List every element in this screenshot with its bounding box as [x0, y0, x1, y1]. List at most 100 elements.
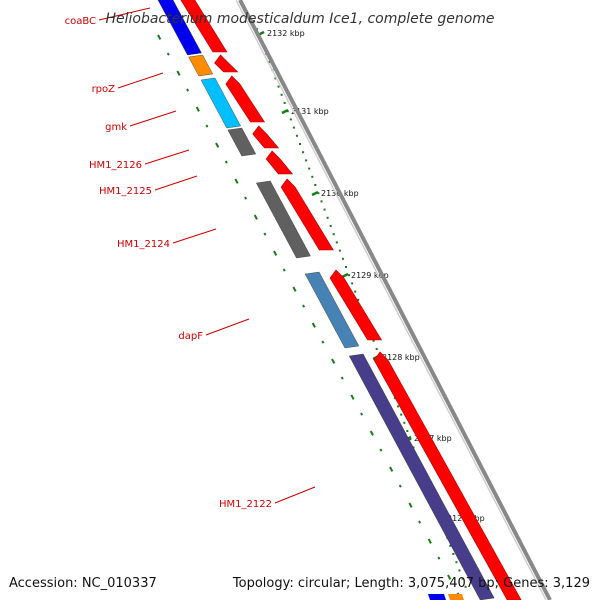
- scale-minor-tick: [348, 274, 351, 277]
- topology-text: Topology: circular; Length: 3,075,407 bp…: [232, 576, 590, 591]
- inner-tick-mark: [215, 142, 220, 148]
- scale-minor-tick: [323, 208, 326, 211]
- inner-tick-mark: [398, 484, 402, 488]
- scale-tick-label: 2127 kbp: [414, 434, 452, 443]
- scale-minor-tick: [338, 249, 341, 252]
- scale-minor-tick: [289, 118, 292, 121]
- cog-block: [200, 77, 242, 129]
- gene-leader-line: [98, 7, 151, 21]
- cog-block: [227, 127, 257, 157]
- scale-major-tick: [311, 190, 319, 197]
- inner-tick-mark: [369, 430, 374, 436]
- accession-text: Accession: NC_010337: [9, 576, 157, 591]
- scale-tick-label: 2132 kbp: [267, 29, 305, 38]
- gene-label: dapF: [178, 331, 203, 342]
- inner-tick-mark: [186, 88, 190, 92]
- backbone-highlight: [235, 0, 547, 600]
- cog-block: [255, 180, 311, 259]
- scale-minor-tick: [335, 241, 338, 244]
- inner-tick-mark: [331, 358, 336, 364]
- inner-tick-mark: [282, 268, 286, 272]
- cog-block: [188, 54, 214, 77]
- scale-tick-label: 2131 kbp: [291, 107, 329, 116]
- inner-tick-mark: [166, 52, 170, 56]
- scale-minor-tick: [464, 585, 467, 588]
- scale-minor-tick: [268, 61, 271, 63]
- inner-tick-mark: [292, 286, 297, 292]
- inner-tick-mark: [253, 214, 258, 220]
- cog-block: [304, 271, 360, 349]
- scale-minor-tick: [295, 134, 298, 137]
- inner-tick-mark: [205, 124, 209, 128]
- scale-minor-tick: [375, 348, 378, 350]
- cds-arrow: [252, 125, 280, 149]
- inner-tick-track: [157, 34, 460, 596]
- gene-leader-line: [274, 486, 316, 504]
- gene-leader-line: [117, 72, 164, 89]
- inner-tick-mark: [157, 34, 162, 40]
- scale-tick-label: 2128 kbp: [382, 353, 420, 362]
- gene-label: coaBC: [65, 16, 96, 27]
- scale-major-tick: [341, 272, 349, 279]
- backbone-line: [238, 0, 552, 600]
- gene-leader-line: [172, 228, 217, 244]
- cds-arrow: [225, 75, 266, 123]
- scale-minor-tick: [292, 126, 295, 129]
- cds-arrow: [329, 269, 383, 341]
- scale-minor-tick: [455, 561, 458, 564]
- scale-minor-tick: [458, 569, 461, 572]
- inner-tick-mark: [418, 520, 422, 524]
- cog-block: [157, 0, 202, 56]
- inner-tick-mark: [408, 502, 413, 508]
- scale-major-tick: [281, 108, 289, 115]
- scale-minor-tick: [332, 233, 335, 236]
- scale-minor-tick: [305, 159, 308, 162]
- inner-tick-mark: [389, 466, 394, 472]
- scale-minor-tick: [283, 102, 286, 104]
- scale-minor-tick: [317, 192, 320, 195]
- inner-tick-mark: [350, 394, 355, 400]
- scale-tick-label: 2129 kbp: [351, 271, 389, 280]
- inner-tick-mark: [379, 448, 383, 452]
- inner-tick-mark: [321, 340, 325, 344]
- gene-label: gmk: [105, 122, 127, 133]
- inner-tick-mark: [224, 160, 228, 164]
- gene-leader-line: [144, 149, 190, 165]
- cds-arrow: [280, 178, 334, 251]
- cog-block: [448, 594, 464, 600]
- scale-minor-tick: [461, 577, 464, 580]
- map-title: Heliobacterium modesticaldum Ice1, compl…: [105, 11, 494, 27]
- scale-minor-tick: [311, 175, 314, 178]
- inner-tick-mark: [447, 574, 452, 580]
- scale-minor-tick: [409, 438, 412, 441]
- scale-minor-tick: [320, 200, 323, 203]
- scale-minor-tick: [299, 143, 302, 145]
- scale-minor-tick: [329, 225, 332, 227]
- scale-minor-tick: [449, 544, 452, 547]
- inner-tick-mark: [263, 232, 267, 236]
- scale-minor-tick: [326, 216, 329, 219]
- inner-tick-mark: [437, 556, 441, 560]
- gene-label: HM1_2124: [117, 239, 170, 250]
- cds-arrow: [373, 351, 522, 600]
- inner-tick-mark: [234, 178, 239, 184]
- scale-minor-tick: [345, 266, 348, 268]
- inner-tick-mark: [311, 322, 316, 328]
- forward-cds-track: [180, 0, 522, 600]
- scale-minor-tick: [314, 184, 317, 186]
- scale-minor-tick: [274, 77, 277, 80]
- gene-label: HM1_2126: [89, 160, 142, 171]
- scale-minor-tick: [403, 421, 406, 424]
- scale-minor-tick: [452, 553, 455, 555]
- gene-label: rpoZ: [92, 84, 116, 95]
- backbone-track: [235, 0, 552, 600]
- scale-minor-tick: [354, 290, 357, 293]
- scale-minor-tick: [357, 298, 360, 301]
- scale-minor-tick: [372, 339, 375, 342]
- scale-minor-tick: [406, 430, 409, 432]
- inner-tick-mark: [176, 70, 181, 76]
- gene-leader-line: [154, 175, 198, 191]
- gene-label: HM1_2125: [99, 186, 152, 197]
